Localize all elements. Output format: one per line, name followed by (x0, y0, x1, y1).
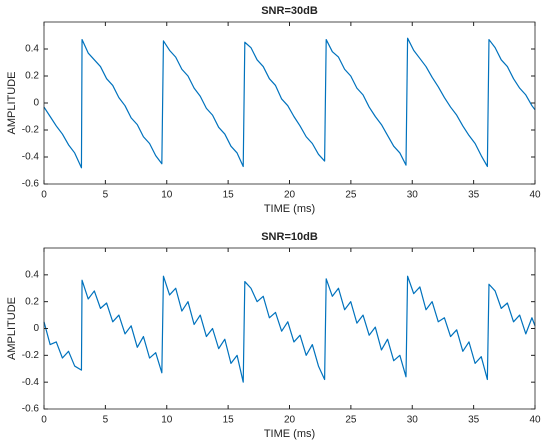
x-tick-label: 5 (103, 415, 109, 426)
axes-frame (43, 21, 536, 185)
x-tick-label: 0 (41, 190, 47, 201)
x-tick-label: 30 (407, 415, 419, 426)
y-tick-label: 0 (33, 323, 39, 334)
y-tick-label: -0.6 (22, 404, 40, 415)
x-tick-label: 35 (468, 415, 480, 426)
x-tick-label: 40 (529, 190, 541, 201)
x-tick-label: 15 (223, 415, 235, 426)
y-tick-label: -0.4 (22, 152, 40, 163)
data-line (43, 37, 536, 169)
y-tick-label: -0.4 (22, 377, 40, 388)
y-tick-label: 0.4 (25, 44, 39, 55)
y-tick-label: 0.4 (25, 269, 39, 280)
chart-title: SNR=10dB (261, 231, 318, 243)
y-tick-label: -0.6 (22, 179, 40, 190)
x-tick-label: 20 (284, 190, 296, 201)
x-tick-label: 20 (284, 415, 296, 426)
x-tick-label: 25 (345, 190, 357, 201)
y-axis-label: AMPLITUDE (6, 72, 18, 135)
y-tick-label: 0.2 (25, 296, 39, 307)
y-tick-label: 0 (33, 98, 39, 109)
x-tick-label: 35 (468, 190, 480, 201)
y-tick-label: -0.2 (22, 125, 40, 136)
x-tick-label: 25 (345, 415, 357, 426)
x-tick-label: 0 (41, 415, 47, 426)
y-tick-label: 0.2 (25, 71, 39, 82)
axes-frame (43, 247, 536, 410)
x-axis-label: TIME (ms) (264, 428, 315, 440)
y-axis-label: AMPLITUDE (6, 297, 18, 360)
x-tick-label: 30 (407, 190, 419, 201)
chart-title: SNR=30dB (261, 5, 318, 17)
x-tick-label: 10 (161, 415, 173, 426)
x-tick-label: 40 (529, 415, 541, 426)
data-line (43, 275, 536, 383)
x-tick-label: 5 (103, 190, 109, 201)
x-axis-label: TIME (ms) (264, 203, 315, 215)
x-tick-label: 10 (161, 190, 173, 201)
x-tick-label: 15 (223, 190, 235, 201)
y-tick-label: -0.2 (22, 350, 40, 361)
